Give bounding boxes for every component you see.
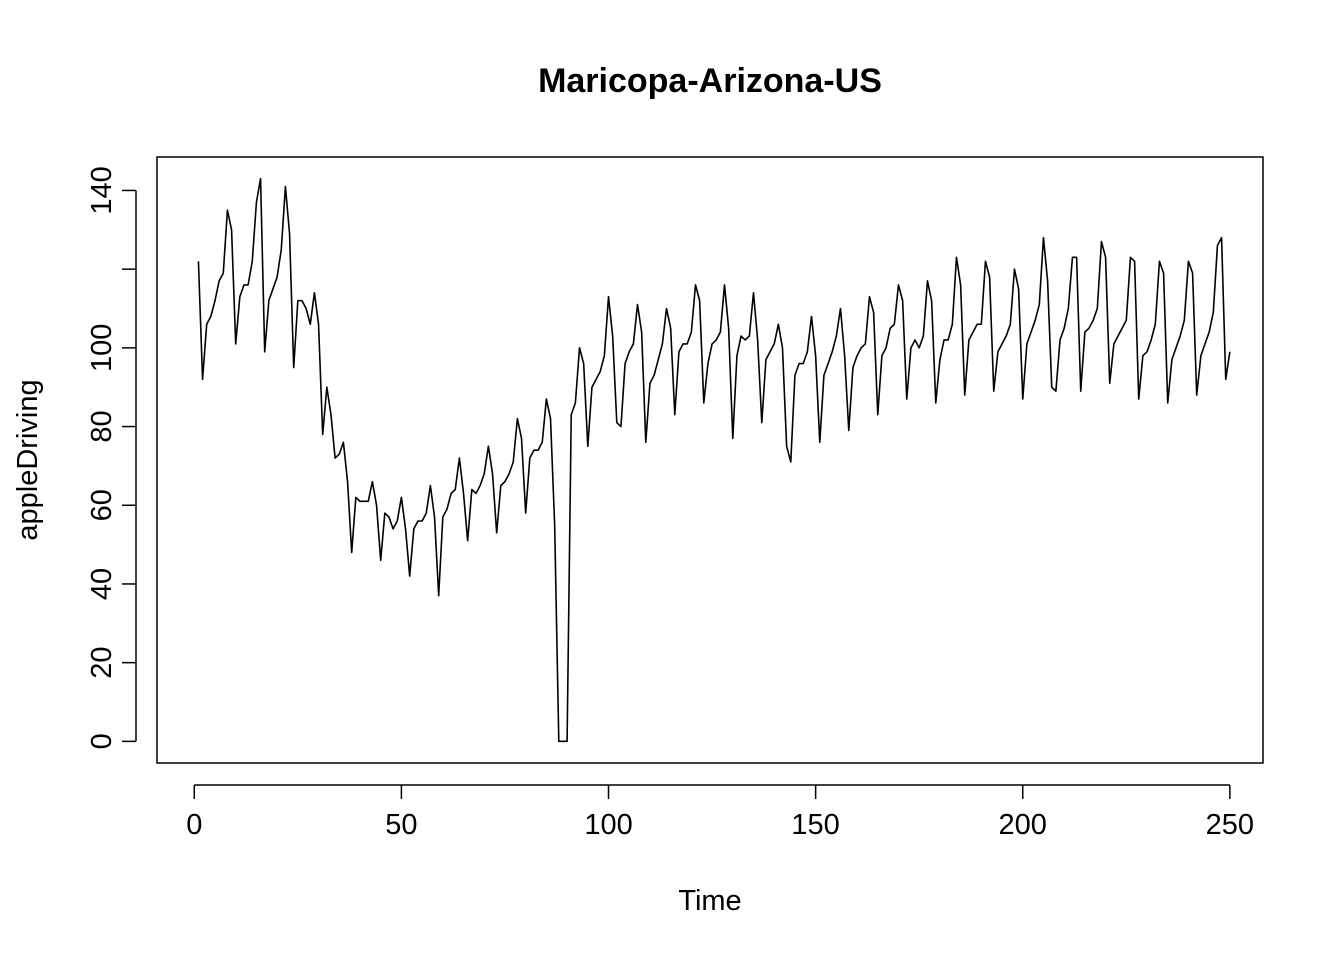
y-axis: 0 20 40 60 80 100 140 bbox=[86, 166, 137, 749]
y-tick-label: 20 bbox=[86, 647, 118, 679]
x-tick-label: 50 bbox=[385, 809, 417, 841]
x-tick-label: 0 bbox=[186, 809, 202, 841]
plot-frame bbox=[156, 156, 1264, 764]
y-tick-label: 0 bbox=[86, 733, 118, 749]
y-tick-label: 80 bbox=[86, 410, 118, 442]
y-axis-label: appleDriving bbox=[12, 379, 44, 540]
chart-title: Maricopa-Arizona-US bbox=[538, 62, 882, 100]
y-tick-label: 60 bbox=[86, 489, 118, 521]
x-axis: 0 50 100 150 200 250 bbox=[186, 784, 1254, 841]
x-tick-label: 250 bbox=[1206, 809, 1254, 841]
x-tick-label: 100 bbox=[584, 809, 632, 841]
x-tick-label: 150 bbox=[791, 809, 839, 841]
y-tick-label: 40 bbox=[86, 568, 118, 600]
y-tick-label: 140 bbox=[86, 166, 118, 214]
y-tick-label: 100 bbox=[86, 324, 118, 372]
x-axis-label: Time bbox=[678, 885, 741, 917]
series-line bbox=[197, 177, 1231, 743]
x-tick-label: 200 bbox=[999, 809, 1047, 841]
